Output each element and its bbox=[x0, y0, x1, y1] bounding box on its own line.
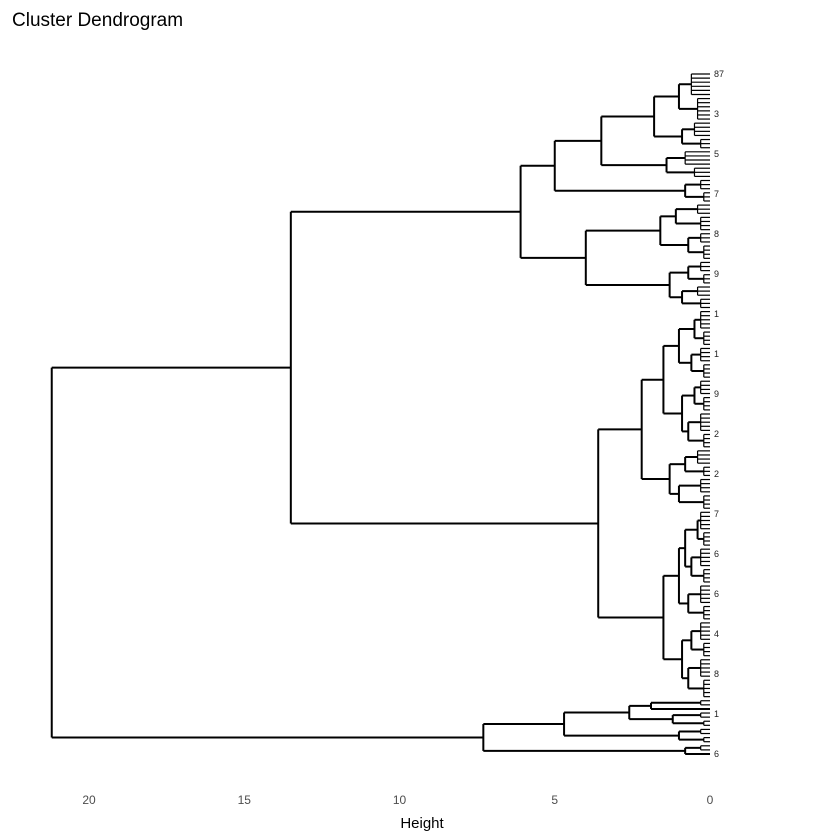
leaf-label: 8 bbox=[714, 669, 719, 679]
leaf-label: 7 bbox=[714, 509, 719, 519]
leaf-label: 6 bbox=[714, 749, 719, 759]
leaf-label: 5 bbox=[714, 149, 719, 159]
chart-title: Cluster Dendrogram bbox=[12, 10, 183, 31]
x-tick-label: 0 bbox=[707, 793, 714, 807]
leaf-label: 6 bbox=[714, 589, 719, 599]
leaf-label: 8 bbox=[714, 229, 719, 239]
x-tick-label: 15 bbox=[238, 793, 252, 807]
x-tick-label: 5 bbox=[551, 793, 558, 807]
leaf-label: 1 bbox=[714, 709, 719, 719]
leaf-label: 7 bbox=[714, 189, 719, 199]
x-axis: 20 15 10 5 0 bbox=[82, 793, 713, 807]
leaf-label: 3 bbox=[714, 109, 719, 119]
leaf-label: 1 bbox=[714, 349, 719, 359]
x-axis-label: Height bbox=[400, 815, 444, 832]
leaf-label: 9 bbox=[714, 389, 719, 399]
leaf-label: 87 bbox=[714, 69, 724, 79]
leaf-labels: 87 3 5 7 8 9 1 1 9 2 2 7 6 6 4 8 1 6 bbox=[714, 69, 724, 759]
x-tick-label: 10 bbox=[393, 793, 407, 807]
dendrogram-branches bbox=[50, 73, 710, 755]
leaf-label: 6 bbox=[714, 549, 719, 559]
x-tick-label: 20 bbox=[82, 793, 96, 807]
leaf-label: 4 bbox=[714, 629, 719, 639]
leaf-label: 2 bbox=[714, 469, 719, 479]
leaf-label: 1 bbox=[714, 309, 719, 319]
leaf-label: 2 bbox=[714, 429, 719, 439]
leaf-label: 9 bbox=[714, 269, 719, 279]
